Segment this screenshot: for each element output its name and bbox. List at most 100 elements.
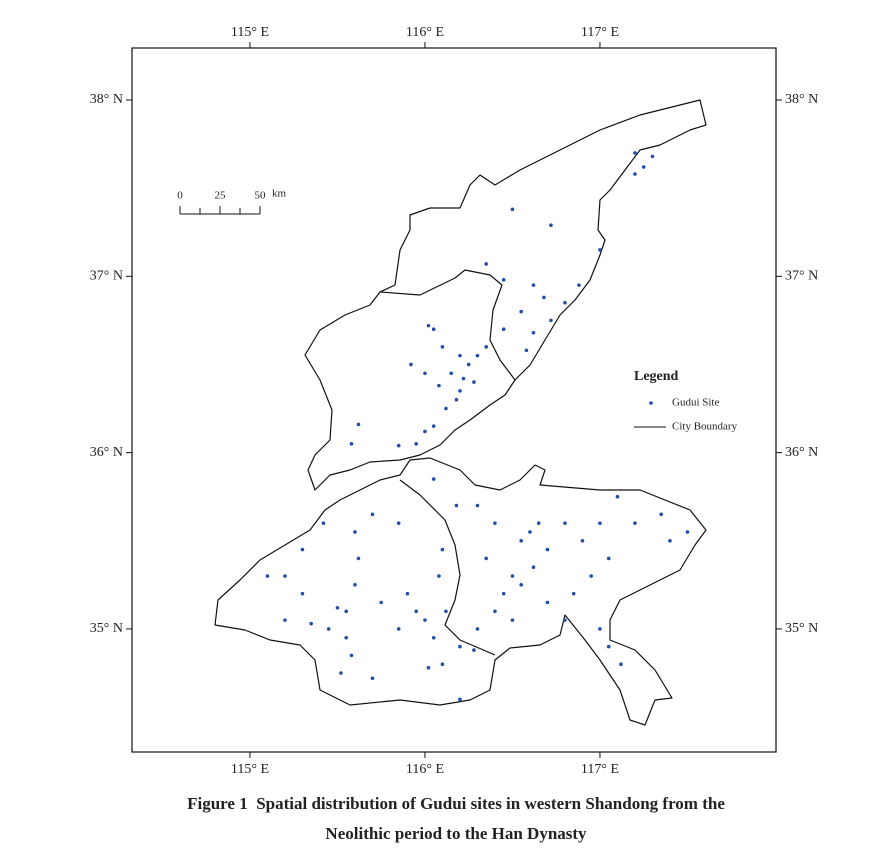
site-point xyxy=(353,530,357,534)
site-point xyxy=(396,627,401,631)
site-point xyxy=(549,223,553,227)
site-point xyxy=(475,353,480,358)
site-point xyxy=(458,644,462,649)
site-point xyxy=(545,547,550,552)
site-point xyxy=(466,362,471,367)
site-point xyxy=(589,574,593,578)
site-point xyxy=(542,295,546,300)
site-point xyxy=(510,574,515,578)
site-point xyxy=(431,424,436,428)
site-point xyxy=(571,591,576,596)
site-point xyxy=(519,309,523,314)
site-point xyxy=(423,429,427,434)
scale-label: 0 xyxy=(177,190,183,202)
site-point xyxy=(440,547,445,552)
site-point xyxy=(339,671,343,675)
site-point xyxy=(580,538,585,543)
y-tick-label: 35° N xyxy=(90,621,123,636)
site-point xyxy=(426,323,431,328)
site-point xyxy=(633,172,637,176)
site-point xyxy=(321,521,326,525)
scale-unit: km xyxy=(272,188,287,200)
site-point xyxy=(437,383,441,388)
site-point xyxy=(598,248,602,252)
y-tick-label: 38° N xyxy=(90,92,123,107)
site-point xyxy=(300,547,305,552)
city-boundary xyxy=(379,269,516,381)
city-boundary xyxy=(399,479,496,656)
site-point xyxy=(519,538,523,543)
site-point xyxy=(344,635,349,640)
site-point xyxy=(444,609,448,614)
site-point xyxy=(524,348,529,353)
site-point xyxy=(563,618,567,622)
site-point xyxy=(396,521,401,525)
site-point xyxy=(444,406,448,411)
site-point xyxy=(344,609,349,614)
site-point xyxy=(335,605,340,610)
site-point xyxy=(396,443,401,448)
site-point xyxy=(598,627,602,631)
site-point xyxy=(449,371,454,376)
site-point xyxy=(668,538,672,543)
site-point xyxy=(454,503,459,508)
site-point xyxy=(440,662,445,666)
site-point xyxy=(414,609,419,614)
caption-line: Neolithic period to the Han Dynasty xyxy=(325,824,587,843)
site-point xyxy=(423,618,427,622)
x-tick-label: 117° E xyxy=(581,762,619,777)
site-point xyxy=(606,644,611,649)
site-point xyxy=(615,494,620,499)
site-point xyxy=(326,627,331,631)
site-point xyxy=(501,591,506,596)
site-point xyxy=(641,165,646,169)
site-point xyxy=(454,397,459,402)
site-point xyxy=(531,283,536,287)
site-point xyxy=(370,676,375,681)
south-boundary xyxy=(214,457,707,726)
site-point xyxy=(598,521,602,525)
site-point xyxy=(461,376,466,381)
site-point xyxy=(536,521,541,525)
site-point xyxy=(619,662,623,666)
site-point xyxy=(633,151,637,155)
site-point xyxy=(484,262,489,266)
x-tick-label: 116° E xyxy=(406,25,444,40)
map-frame xyxy=(131,47,777,753)
legend-line-label: City Boundary xyxy=(672,421,738,433)
site-point xyxy=(309,621,314,626)
site-point xyxy=(472,648,476,652)
x-tick-label: 116° E xyxy=(406,762,444,777)
scale-label: 50 xyxy=(255,190,267,202)
site-point xyxy=(493,521,497,525)
site-point xyxy=(545,600,550,605)
site-point xyxy=(423,371,427,376)
site-point xyxy=(501,327,506,332)
site-point xyxy=(577,283,581,287)
site-point xyxy=(440,345,445,349)
y-tick-label: 36° N xyxy=(785,445,818,460)
legend-point-symbol xyxy=(649,401,653,405)
site-point xyxy=(501,278,506,282)
site-point xyxy=(431,327,436,332)
site-point xyxy=(484,556,489,561)
site-point xyxy=(549,318,553,323)
site-point xyxy=(458,353,462,358)
site-point xyxy=(426,665,431,670)
north-boundary xyxy=(304,99,707,491)
site-point xyxy=(379,600,384,605)
site-point xyxy=(606,556,611,561)
site-point xyxy=(431,635,436,640)
site-point xyxy=(458,697,462,702)
site-point xyxy=(475,627,480,631)
scale-label: 25 xyxy=(215,190,227,202)
x-tick-label: 117° E xyxy=(581,25,619,40)
site-point xyxy=(356,422,361,427)
legend-point-label: Gudui Site xyxy=(672,397,719,409)
site-point xyxy=(431,477,436,481)
site-point xyxy=(349,653,354,658)
y-tick-label: 35° N xyxy=(785,621,818,636)
x-tick-label: 115° E xyxy=(231,25,269,40)
